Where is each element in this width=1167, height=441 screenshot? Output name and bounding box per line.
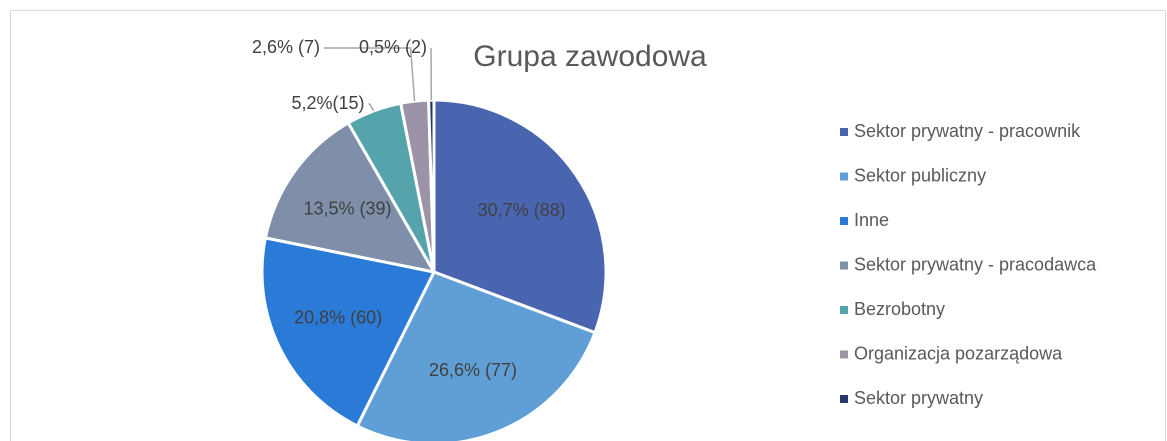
- legend-label: Inne: [854, 210, 889, 230]
- leader-line: [324, 47, 416, 102]
- data-label: 2,6% (7): [252, 37, 320, 57]
- legend-swatch: [840, 172, 848, 181]
- data-label: 0,5% (2): [359, 37, 427, 57]
- legend-label: Sektor prywatny - pracodawca: [854, 254, 1097, 274]
- data-label: 5,2%(15): [291, 93, 364, 113]
- data-label: 20,8% (60): [294, 308, 382, 328]
- legend-swatch: [840, 261, 848, 270]
- pie-slice: [432, 98, 608, 335]
- legend-label: Bezrobotny: [854, 299, 945, 319]
- legend-swatch: [840, 128, 848, 136]
- legend-label: Sektor publiczny: [854, 165, 986, 185]
- chart-title: Grupa zawodowa: [473, 40, 707, 73]
- legend-swatch: [840, 350, 848, 359]
- legend-swatch: [840, 217, 848, 225]
- legend-label: Organizacja pozarządowa: [854, 343, 1063, 363]
- legend-label: Sektor prywatny: [854, 388, 983, 408]
- pie-slice: [260, 236, 437, 428]
- data-label: 13,5% (39): [303, 198, 391, 218]
- data-label: 30,7% (88): [478, 200, 566, 220]
- legend-label: Sektor prywatny - pracownik: [854, 121, 1081, 141]
- legend-swatch: [840, 306, 848, 314]
- leader-line: [368, 103, 375, 112]
- legend-swatch: [840, 395, 848, 403]
- pie-slice: [355, 270, 597, 441]
- data-label: 26,6% (77): [429, 360, 517, 380]
- pie-slice: [263, 120, 437, 275]
